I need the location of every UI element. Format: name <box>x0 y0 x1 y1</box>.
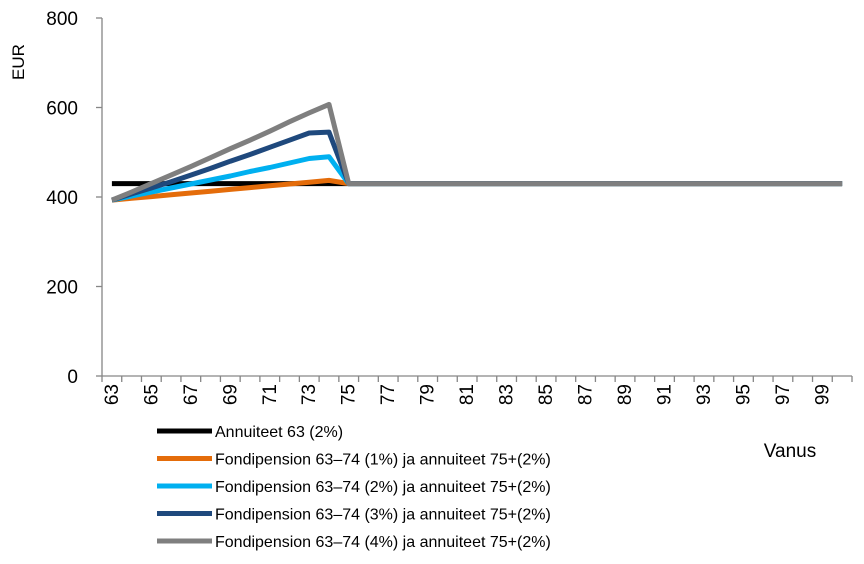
x-axis-title: Vanus <box>764 441 816 462</box>
x-tick-label: 95 <box>733 384 754 405</box>
legend-label-3: Fondipension 63–74 (2%) ja annuiteet 75+… <box>215 479 551 496</box>
x-tick-label: 91 <box>655 384 676 405</box>
y-tick-label: 0 <box>67 367 78 388</box>
legend-label-1: Annuiteet 63 (2%) <box>215 424 343 441</box>
x-tick-label: 89 <box>615 384 636 405</box>
x-tick-label: 99 <box>812 384 833 405</box>
x-tick-label: 69 <box>220 384 241 405</box>
x-tick-label: 67 <box>181 384 202 405</box>
x-tick-label: 87 <box>576 384 597 405</box>
x-tick-label: 97 <box>773 384 794 405</box>
series-layer <box>110 101 843 203</box>
x-tick-label: 71 <box>260 384 281 405</box>
y-tick-label: 200 <box>46 278 78 299</box>
series-line-5 <box>110 101 843 203</box>
x-tick-label: 77 <box>378 384 399 405</box>
x-tick-label: 93 <box>694 384 715 405</box>
y-tick-label: 400 <box>46 188 78 209</box>
x-tick-label: 85 <box>536 384 557 405</box>
legend: Annuiteet 63 (2%) Fondipension 63–74 (1%)… <box>157 424 551 551</box>
legend-label-5: Fondipension 63–74 (4%) ja annuiteet 75+… <box>215 534 551 551</box>
x-tick-label: 79 <box>418 384 439 405</box>
chart-axes <box>96 17 853 382</box>
x-tick-label: 75 <box>339 384 360 405</box>
x-tick-label: 73 <box>299 384 320 405</box>
x-tick-label: 83 <box>497 384 518 405</box>
legend-label-4: Fondipension 63–74 (3%) ja annuiteet 75+… <box>215 507 551 524</box>
tick-labels: 0 200 400 600 800 63 65 67 69 71 73 75 77 79 81 83 85 87 8… <box>46 9 833 405</box>
x-tick-label: 63 <box>102 384 123 405</box>
y-axis-title: EUR <box>9 44 28 80</box>
x-tick-label: 81 <box>457 384 478 405</box>
y-tick-label: 600 <box>46 99 78 120</box>
y-tick-label: 800 <box>46 9 78 30</box>
x-tick-label: 65 <box>141 384 162 405</box>
legend-label-2: Fondipension 63–74 (1%) ja annuiteet 75+… <box>215 452 551 469</box>
